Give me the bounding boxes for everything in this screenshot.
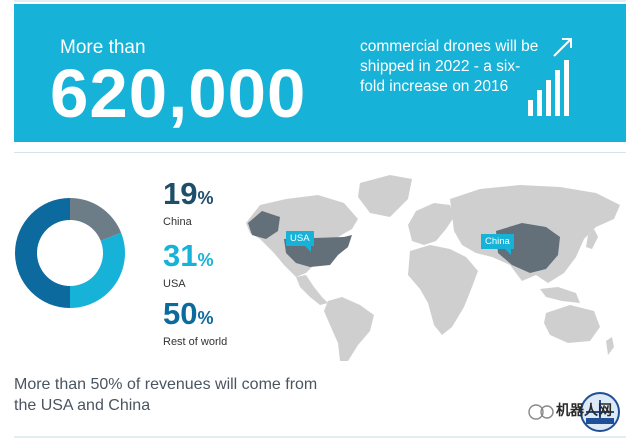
watermark-logo (528, 392, 620, 432)
map-label-china: China (481, 234, 514, 255)
world-map (246, 175, 620, 361)
stat-rest-value: 50% (163, 296, 214, 331)
stat-rest-label: Rest of world (163, 336, 228, 348)
bar-chart-arrow-up-icon (528, 38, 572, 116)
stat-usa-value: 31% (163, 238, 214, 273)
australia-shape (544, 305, 600, 343)
europe-shape (408, 203, 454, 245)
headline-description: commercial drones will be shipped in 202… (360, 38, 539, 95)
alaska-shape (248, 211, 280, 239)
stat-china-value: 19% (163, 176, 214, 211)
central-america-shape (296, 275, 328, 305)
bottom-divider (14, 436, 626, 438)
japan-shape (586, 229, 598, 249)
stat-china: 19% China (163, 176, 214, 229)
revenue-share-donut (15, 198, 125, 308)
headline-prefix: More than (60, 37, 146, 58)
southeast-asia-shape (540, 287, 580, 303)
new-zealand-shape (606, 337, 614, 355)
south-america-shape (324, 297, 374, 361)
greenland-shape (358, 175, 412, 217)
stat-usa: 31% USA (163, 238, 214, 291)
headline-number: 620,000 (50, 55, 307, 132)
headline-banner: More than 620,000 commercial drones will… (14, 4, 626, 142)
stat-usa-label: USA (163, 278, 186, 290)
africa-shape (408, 245, 478, 335)
stat-rest-of-world: 50% Rest of world (163, 296, 228, 349)
footer-caption: More than 50% of revenues will come from… (14, 376, 318, 414)
watermark-text: 机器人网 (556, 402, 612, 418)
stat-china-label: China (163, 216, 192, 228)
section-divider (14, 152, 626, 153)
map-label-usa: USA (286, 231, 314, 252)
top-divider (14, 0, 626, 2)
